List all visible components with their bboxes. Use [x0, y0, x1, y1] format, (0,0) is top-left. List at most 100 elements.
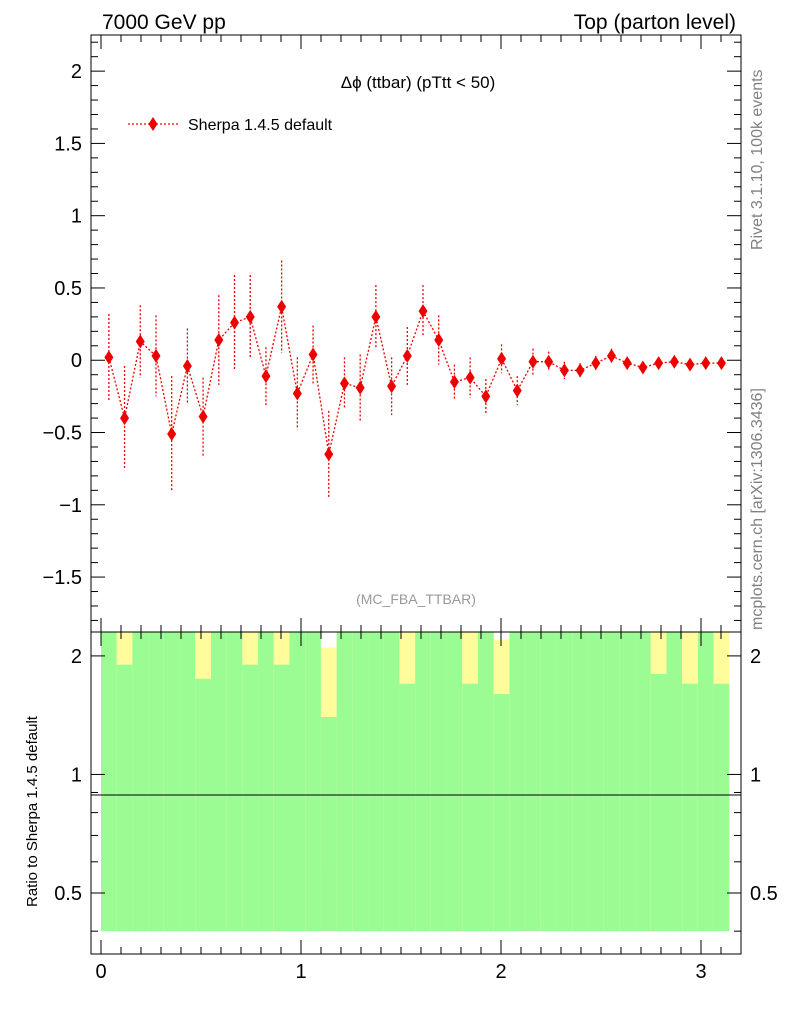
main-plot-title: Δϕ (ttbar) (pTtt < 50) — [341, 73, 496, 92]
data-point — [607, 348, 616, 363]
data-point — [481, 389, 491, 404]
data-point — [559, 363, 569, 378]
ratio-inner-band — [556, 632, 573, 932]
ratio-inner-band — [525, 632, 541, 932]
data-point — [387, 379, 397, 394]
data-point — [669, 354, 679, 369]
ratio-inner-band — [572, 632, 588, 932]
ratio-inner-band — [289, 632, 306, 932]
data-point — [104, 350, 114, 365]
data-point — [261, 369, 271, 384]
ratio-inner-band — [352, 632, 369, 932]
ratio-inner-band — [163, 632, 180, 932]
x-tick-label: 1 — [295, 961, 306, 983]
data-point — [151, 348, 161, 363]
data-point — [308, 347, 318, 362]
main-y-tick-label: 0 — [71, 350, 82, 372]
ratio-inner-band — [101, 632, 117, 932]
main-y-tick-labels: 2 1.5 1 0.5 0 −0.5 −1 −1.5 — [43, 61, 82, 589]
data-point — [434, 333, 444, 348]
legend: Sherpa 1.4.5 default — [128, 117, 333, 134]
main-y-tick-label: 2 — [71, 61, 82, 83]
header-right: Top (parton level) — [574, 11, 736, 34]
data-point — [402, 348, 412, 363]
ratio-inner-band — [305, 632, 321, 932]
ratio-inner-band — [446, 632, 463, 932]
ratio-inner-band — [179, 632, 196, 932]
data-point — [544, 354, 554, 369]
ratio-inner-band — [320, 716, 337, 932]
data-point — [622, 356, 632, 371]
ratio-inner-band — [368, 632, 384, 932]
data-point — [245, 309, 255, 324]
data-point — [135, 334, 145, 349]
main-y-tick-label: 0.5 — [54, 278, 82, 300]
data-point — [528, 354, 538, 369]
series-sherpa — [104, 260, 726, 498]
data-point — [638, 360, 648, 375]
data-point — [497, 351, 507, 366]
ratio-plot: 2 2 1 1 0.5 0.5 0 1 2 3 Ratio to Sherpa 1.4.5 de… — [24, 631, 778, 983]
main-y-tick-label: −1 — [59, 495, 82, 517]
ratio-inner-band — [399, 683, 416, 932]
x-tick-label: 3 — [695, 961, 706, 983]
ratio-inner-band — [619, 632, 636, 932]
ratio-inner-band — [148, 632, 164, 932]
ratio-axis-ticks — [91, 632, 741, 954]
ratio-inner-band — [603, 632, 620, 932]
ratio-inner-band — [587, 632, 604, 932]
ratio-inner-band — [635, 632, 651, 932]
data-point — [575, 363, 585, 378]
ratio-inner-band — [650, 673, 667, 932]
data-point — [167, 426, 177, 441]
data-point — [339, 376, 349, 391]
data-point — [716, 356, 726, 371]
data-point — [120, 411, 130, 426]
ratio-inner-band — [682, 683, 698, 932]
data-point — [591, 356, 601, 371]
ratio-y-tick-label-left: 0.5 — [54, 883, 82, 905]
data-point — [685, 357, 695, 372]
ratio-inner-band — [132, 632, 149, 932]
header-left: 7000 GeV pp — [102, 11, 226, 34]
data-point — [701, 356, 711, 371]
ratio-plot-frame — [90, 631, 742, 955]
ratio-inner-band — [697, 632, 714, 932]
x-tick-label: 2 — [495, 961, 506, 983]
ratio-inner-band — [242, 664, 259, 932]
data-point — [277, 299, 287, 314]
data-point — [512, 383, 522, 398]
main-y-tick-label: 1.5 — [54, 133, 82, 155]
ratio-inner-band — [273, 664, 290, 932]
main-plot: 2 1.5 1 0.5 0 −0.5 −1 −1.5 Δϕ (ttbar) (pTtt < 5… — [43, 34, 742, 633]
legend-marker — [148, 117, 158, 131]
data-point — [465, 370, 475, 385]
x-tick-label: 0 — [95, 961, 106, 983]
ratio-y-tick-label-right: 0.5 — [750, 883, 778, 905]
data-point — [230, 315, 240, 330]
ratio-inner-band — [226, 632, 243, 932]
ratio-bands — [101, 632, 730, 932]
main-y-tick-label: −1.5 — [43, 567, 82, 589]
data-point — [324, 447, 334, 462]
data-point — [418, 304, 428, 319]
ratio-y-tick-label-left: 1 — [71, 764, 82, 786]
ratio-inner-band — [430, 632, 447, 932]
data-point — [449, 374, 459, 389]
data-point — [654, 356, 664, 371]
ratio-y-tick-label-right: 1 — [750, 764, 761, 786]
ratio-inner-band — [383, 632, 400, 932]
series-line — [108, 306, 722, 455]
analysis-watermark: (MC_FBA_TTBAR) — [356, 591, 476, 607]
ratio-inner-band — [195, 678, 211, 932]
ratio-inner-band — [462, 683, 478, 932]
main-y-tick-label: −0.5 — [43, 423, 82, 445]
ratio-inner-band — [493, 694, 510, 932]
ratio-inner-band — [509, 632, 526, 932]
ratio-inner-band — [666, 632, 683, 932]
ratio-y-axis-label: Ratio to Sherpa 1.4.5 default — [24, 715, 41, 907]
ratio-inner-band — [713, 683, 730, 932]
data-point — [371, 309, 381, 324]
data-point — [182, 359, 192, 374]
data-point — [198, 409, 208, 424]
